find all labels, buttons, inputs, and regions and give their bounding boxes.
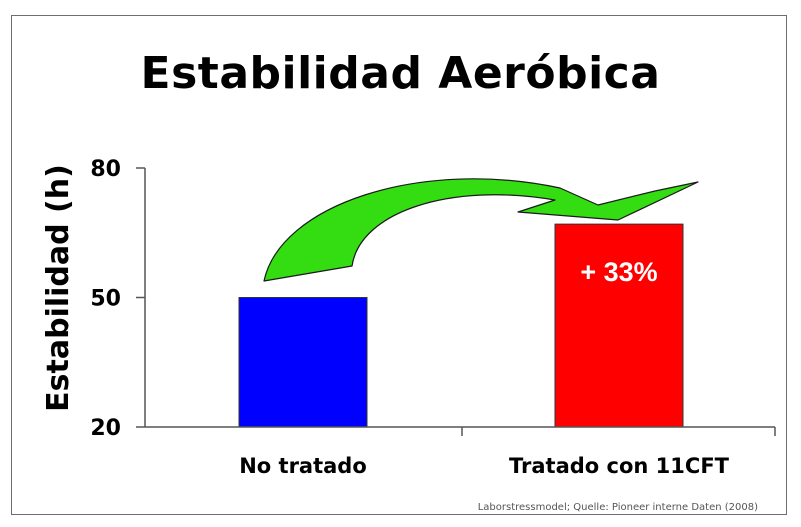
- y-tick-label-80: 80: [90, 157, 121, 182]
- y-tick-label-50: 50: [90, 287, 121, 312]
- chart-title: Estabilidad Aeróbica: [140, 48, 661, 99]
- x-category-label-2: Tratado con 11CFT: [509, 454, 730, 478]
- source-note: Laborstressmodel; Quelle: Pioneer intern…: [478, 502, 758, 513]
- bar-2-label: + 33%: [580, 257, 657, 287]
- y-tick-label-20: 20: [90, 416, 121, 441]
- x-category-label-1: No tratado: [239, 454, 367, 478]
- y-axis-label: Estabilidad (h): [41, 164, 76, 412]
- increase-arrow: [263, 178, 699, 282]
- bar-2: [554, 223, 684, 428]
- bar-1: [238, 297, 368, 428]
